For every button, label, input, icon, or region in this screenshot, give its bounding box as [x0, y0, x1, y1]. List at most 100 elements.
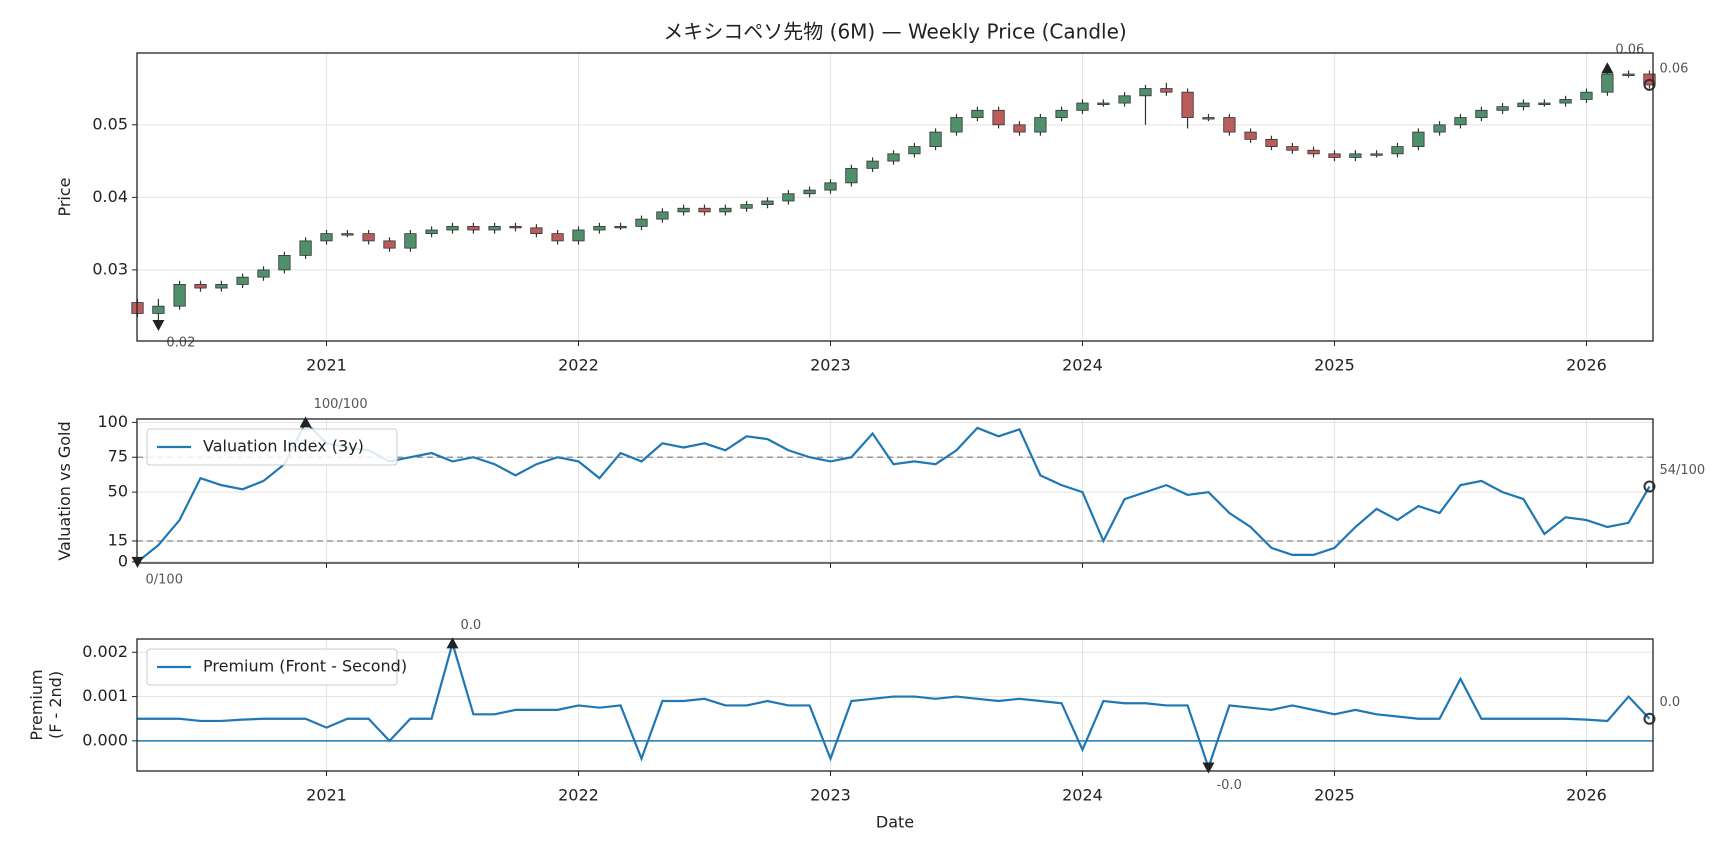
x-tick-label: 2021: [306, 356, 347, 375]
x-axis-label: Date: [876, 813, 914, 832]
x-tick-label: 2023: [810, 786, 851, 805]
marker-down: [1202, 762, 1215, 774]
candle-body: [1034, 117, 1047, 133]
candle-body: [551, 233, 564, 242]
y-axis-label-line: Valuation vs Gold: [55, 421, 74, 560]
candle-body: [908, 146, 921, 155]
candle-body: [761, 200, 774, 206]
candle-body: [152, 305, 165, 314]
marker-up: [299, 416, 312, 428]
annotation: -0.0: [1216, 778, 1241, 793]
candle-body: [677, 207, 690, 213]
candle-body: [782, 193, 795, 202]
x-tick-label: 2021: [306, 786, 347, 805]
candle-body: [1307, 149, 1320, 155]
candle-body: [1349, 153, 1362, 158]
x-tick-label: 2026: [1566, 786, 1607, 805]
candle-body: [1160, 88, 1173, 93]
candle-body: [845, 167, 858, 184]
legend-label: Premium (Front - Second): [203, 657, 407, 676]
candle-body: [1580, 91, 1593, 100]
chart-title: メキシコペソ先物 (6M) — Weekly Price (Candle): [663, 20, 1126, 44]
y-axis-label-line: Premium: [27, 669, 46, 740]
candle-body: [971, 109, 984, 118]
marker-last: [1643, 480, 1656, 493]
x-tick-label: 2025: [1314, 356, 1355, 375]
candle-body: [656, 211, 669, 220]
candle-body: [803, 189, 816, 195]
legend-box: [146, 648, 398, 686]
plot-frame: [136, 418, 1654, 564]
candle-body: [929, 131, 942, 147]
legend-box: [146, 428, 398, 466]
candle-body: [257, 269, 270, 278]
candle-body: [1265, 138, 1278, 147]
candle-body: [1370, 153, 1383, 156]
candle-body: [1202, 117, 1215, 120]
y-axis-label-line: (F - 2nd): [46, 671, 65, 739]
candle-body: [1097, 102, 1110, 105]
plot-frame: [136, 638, 1654, 772]
annotation: 0.06: [1659, 61, 1688, 76]
candle-body: [1328, 153, 1341, 158]
annotation: 0.0: [1659, 695, 1680, 710]
annotation: 100/100: [314, 397, 368, 412]
x-tick-label: 2024: [1062, 786, 1103, 805]
candle-body: [341, 233, 354, 236]
candle-body: [1538, 102, 1551, 105]
annotation: 0/100: [146, 572, 183, 587]
x-tick-label: 2026: [1566, 356, 1607, 375]
candle-body: [1076, 102, 1089, 111]
candle-body: [593, 225, 606, 231]
candle-body: [866, 160, 879, 169]
y-tick-label: 50: [108, 482, 128, 501]
y-axis-label: Premium(F - 2nd): [27, 669, 65, 740]
y-tick-label: 0.03: [92, 259, 128, 278]
candle-body: [1454, 117, 1467, 126]
candle-body: [1433, 124, 1446, 133]
candle-body: [1286, 146, 1299, 151]
candle-body: [320, 233, 333, 242]
candle-body: [509, 225, 522, 229]
candle-body: [1622, 73, 1635, 76]
candle-body: [635, 218, 648, 227]
candle-body: [1517, 102, 1530, 108]
y-tick-label: 0.04: [92, 187, 128, 206]
candle-body: [740, 204, 753, 209]
candle-body: [992, 109, 1005, 126]
plot-frame: [136, 52, 1654, 342]
candle-body: [698, 207, 711, 213]
y-tick-label: 0.000: [82, 730, 128, 749]
candle-body: [1391, 146, 1404, 155]
marker-up: [446, 637, 459, 649]
candle-body: [887, 153, 900, 162]
annotation: 54/100: [1659, 463, 1705, 478]
candle-body: [614, 225, 627, 229]
y-tick-label: 0.001: [82, 686, 128, 705]
candle-body: [488, 225, 501, 231]
candle-body: [1118, 95, 1131, 104]
y-tick-label: 0.002: [82, 642, 128, 661]
candle-body: [467, 225, 480, 231]
annotation: 0.06: [1615, 43, 1644, 58]
x-tick-label: 2022: [558, 356, 599, 375]
candle-body: [383, 240, 396, 249]
y-tick-label: 0: [118, 551, 128, 570]
marker-up: [1601, 62, 1614, 74]
marker-last: [1643, 712, 1656, 725]
candle-body: [1013, 124, 1026, 133]
y-tick-label: 15: [108, 530, 128, 549]
x-tick-label: 2023: [810, 356, 851, 375]
y-tick-label: 75: [108, 447, 128, 466]
y-axis-label-line: Price: [55, 177, 74, 216]
candle-body: [236, 276, 249, 285]
candle-body: [1181, 91, 1194, 118]
candle-body: [950, 117, 963, 133]
candle-body: [1496, 106, 1509, 111]
candle-body: [530, 227, 543, 235]
candle-body: [425, 229, 438, 235]
y-axis-label: Valuation vs Gold: [55, 421, 74, 560]
x-tick-label: 2025: [1314, 786, 1355, 805]
candle-body: [1412, 131, 1425, 147]
